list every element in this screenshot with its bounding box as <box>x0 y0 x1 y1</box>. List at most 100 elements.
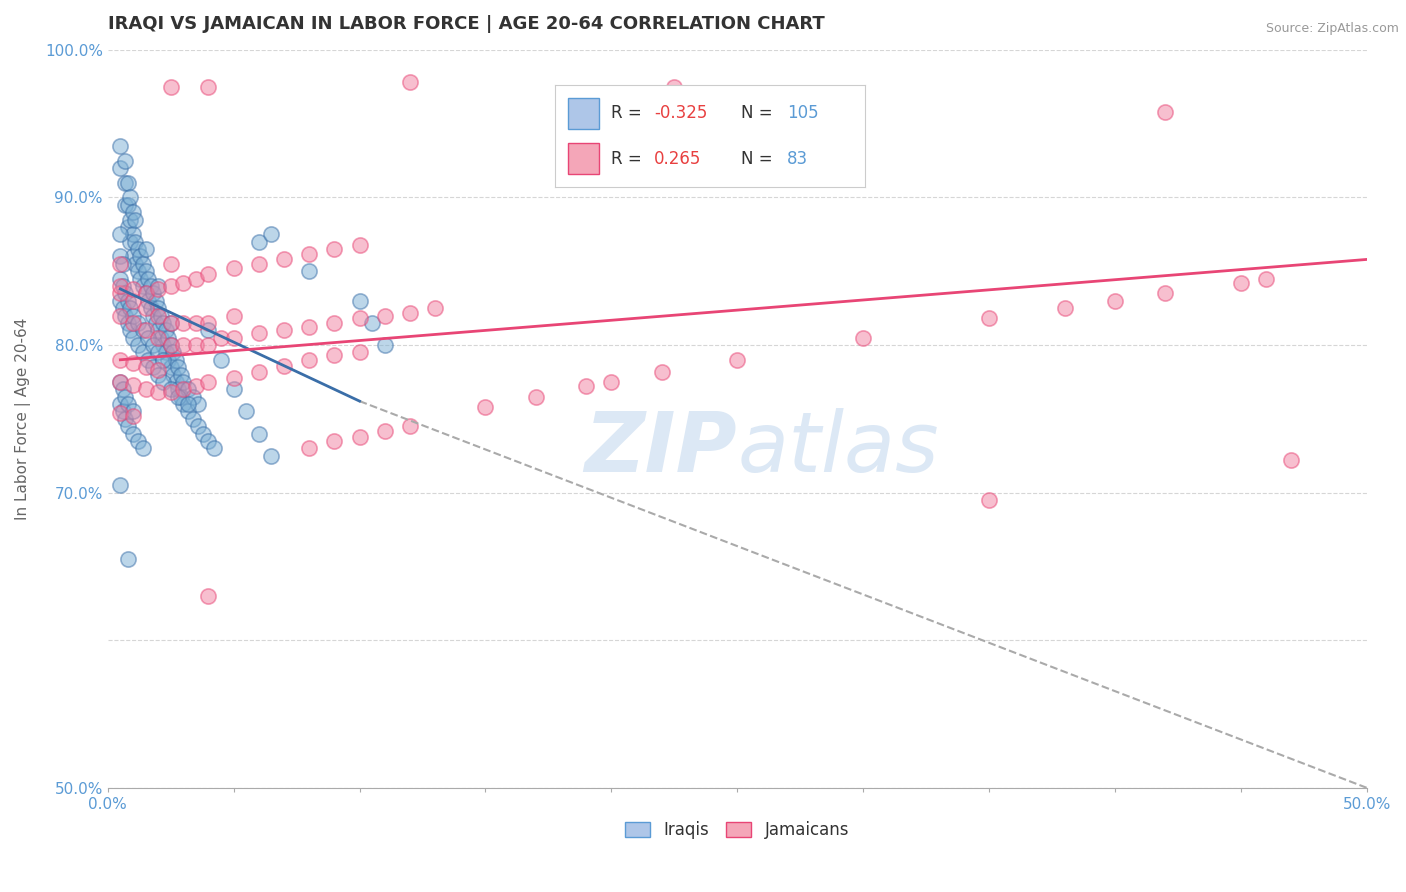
Point <box>135 264 157 278</box>
Point <box>114 198 136 212</box>
Point <box>162 368 184 382</box>
Point <box>361 316 384 330</box>
Text: IRAQI VS JAMAICAN IN LABOR FORCE | AGE 20-64 CORRELATION CHART: IRAQI VS JAMAICAN IN LABOR FORCE | AGE 2… <box>108 15 824 33</box>
Point <box>374 309 396 323</box>
Point <box>142 338 165 352</box>
Bar <box>568 98 599 128</box>
Point <box>374 338 396 352</box>
Point <box>152 375 174 389</box>
Point <box>139 279 162 293</box>
Point <box>139 301 162 315</box>
Point <box>172 375 194 389</box>
Point <box>149 309 172 323</box>
Text: N =: N = <box>741 104 778 122</box>
Point <box>110 375 132 389</box>
Point <box>157 331 180 345</box>
Point <box>110 406 132 420</box>
Point <box>165 375 187 389</box>
Point <box>298 264 321 278</box>
Point <box>117 219 139 234</box>
Text: -0.325: -0.325 <box>654 104 707 122</box>
Point <box>273 252 295 267</box>
Point <box>111 382 134 396</box>
Point <box>117 397 139 411</box>
Point <box>298 442 321 456</box>
Point <box>298 320 321 334</box>
Point <box>114 286 136 301</box>
Point <box>120 212 142 227</box>
Point <box>172 276 194 290</box>
Point <box>127 264 149 278</box>
Point <box>142 360 165 375</box>
Point <box>1104 293 1126 308</box>
Point <box>127 242 149 256</box>
Point <box>132 442 155 456</box>
Legend: Iraqis, Jamaicans: Iraqis, Jamaicans <box>619 814 856 846</box>
Point <box>209 352 232 367</box>
Point <box>349 429 371 443</box>
Point <box>110 397 132 411</box>
Point <box>159 257 181 271</box>
Point <box>700 95 723 109</box>
Point <box>222 309 245 323</box>
Point <box>349 237 371 252</box>
Point <box>124 235 146 249</box>
Point <box>110 309 132 323</box>
Point <box>247 257 270 271</box>
Point <box>132 345 155 359</box>
Point <box>114 153 136 168</box>
Point <box>114 176 136 190</box>
Point <box>122 227 145 242</box>
Point <box>110 161 132 175</box>
Point <box>111 257 134 271</box>
Point <box>159 279 181 293</box>
Point <box>114 309 136 323</box>
Point <box>170 368 193 382</box>
Text: R =: R = <box>612 150 652 168</box>
Text: 105: 105 <box>787 104 818 122</box>
Point <box>117 316 139 330</box>
Point <box>202 442 225 456</box>
Point <box>146 363 169 377</box>
Point <box>323 348 346 362</box>
Point <box>222 382 245 396</box>
Point <box>110 271 132 285</box>
Point <box>127 434 149 448</box>
Point <box>222 261 245 276</box>
Point <box>977 311 1000 326</box>
Point <box>159 316 181 330</box>
Point <box>110 138 132 153</box>
Point <box>135 242 157 256</box>
Point <box>135 323 157 337</box>
Point <box>122 377 145 392</box>
Point <box>110 227 132 242</box>
Point <box>183 412 205 426</box>
Point <box>399 305 422 319</box>
Point <box>260 227 283 242</box>
Point <box>146 301 169 315</box>
Point <box>122 356 145 370</box>
Point <box>146 331 169 345</box>
Point <box>132 323 155 337</box>
Point <box>197 338 219 352</box>
Point <box>159 338 181 352</box>
Point <box>111 279 134 293</box>
Point <box>222 331 245 345</box>
Point <box>122 282 145 296</box>
Point <box>110 478 132 492</box>
Point <box>114 390 136 404</box>
Bar <box>568 144 599 174</box>
Point <box>170 390 193 404</box>
Point <box>172 316 194 330</box>
Point <box>159 385 181 400</box>
Text: R =: R = <box>612 104 647 122</box>
Point <box>323 434 346 448</box>
Point <box>110 352 132 367</box>
Point <box>136 331 159 345</box>
Point <box>852 331 875 345</box>
Point <box>273 323 295 337</box>
Point <box>193 426 215 441</box>
Point <box>152 338 174 352</box>
Point <box>124 212 146 227</box>
Point <box>177 397 200 411</box>
